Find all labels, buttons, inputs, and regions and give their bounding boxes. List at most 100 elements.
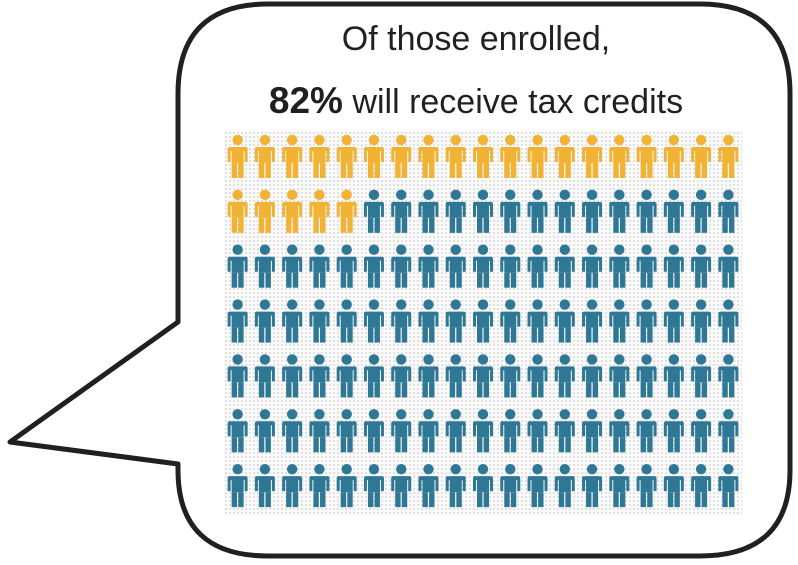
person-icon	[609, 299, 630, 343]
person-icon	[554, 409, 575, 453]
person-icon	[500, 354, 521, 398]
person-icon	[254, 244, 275, 288]
headline-line-1: Of those enrolled,	[341, 20, 611, 58]
person-icon	[363, 244, 384, 288]
person-icon	[663, 134, 684, 178]
person-icon	[391, 409, 412, 453]
person-icon	[227, 463, 248, 508]
person-icon	[663, 189, 684, 233]
person-icon	[663, 354, 684, 398]
person-icon	[691, 409, 712, 453]
person-icon	[582, 244, 603, 288]
person-icon	[527, 134, 548, 178]
person-icon	[309, 134, 330, 178]
person-icon	[445, 299, 466, 343]
person-icon	[636, 189, 657, 233]
person-icon	[445, 354, 466, 398]
person-icon	[282, 299, 303, 343]
person-icon	[718, 463, 739, 508]
person-icon	[418, 244, 439, 288]
person-icon	[309, 354, 330, 398]
person-icon	[445, 463, 466, 508]
person-icon	[254, 463, 275, 508]
person-icon	[500, 409, 521, 453]
person-icon	[663, 409, 684, 453]
headline-rest: will receive tax credits	[342, 83, 684, 121]
person-icon	[473, 299, 493, 343]
person-icon	[363, 299, 384, 343]
person-icon	[445, 244, 466, 288]
person-icon	[582, 354, 603, 398]
person-icon	[718, 134, 739, 178]
person-icon	[336, 463, 357, 508]
person-icon	[527, 409, 548, 453]
person-icon	[527, 463, 548, 508]
person-icon	[554, 299, 575, 343]
person-icon	[691, 299, 712, 343]
person-icon	[718, 189, 739, 233]
person-icon	[718, 299, 739, 343]
person-icon	[336, 244, 357, 288]
headline-percent: 82%	[268, 80, 343, 121]
person-icon	[527, 354, 548, 398]
person-icon	[363, 134, 384, 178]
person-icon	[554, 463, 575, 508]
person-icon	[282, 409, 303, 453]
person-icon	[554, 354, 575, 398]
person-icon	[445, 409, 466, 453]
person-icon	[636, 409, 657, 453]
person-icon	[254, 299, 275, 343]
person-icon	[309, 299, 330, 343]
person-icon	[609, 354, 630, 398]
person-icon	[391, 463, 412, 508]
person-icon	[227, 299, 248, 343]
person-icon	[718, 244, 739, 288]
person-icon	[418, 354, 439, 398]
person-icon	[609, 189, 630, 233]
person-icon	[582, 463, 603, 508]
person-icon	[554, 189, 575, 233]
person-icon	[254, 134, 275, 178]
person-icon	[445, 189, 466, 233]
pictogram-svg	[227, 134, 739, 508]
person-icon	[500, 244, 521, 288]
person-icon	[282, 134, 303, 178]
person-icon	[418, 409, 439, 453]
person-icon	[636, 244, 657, 288]
person-icon	[309, 463, 330, 508]
person-icon	[582, 134, 603, 178]
person-icon	[227, 244, 248, 288]
person-icon	[391, 189, 412, 233]
person-icon	[227, 409, 248, 453]
person-icon	[500, 134, 521, 178]
person-icon	[663, 299, 684, 343]
person-icon	[609, 409, 630, 453]
person-icon	[609, 244, 630, 288]
person-icon	[336, 354, 357, 398]
person-icon	[527, 244, 548, 288]
person-icon	[227, 354, 248, 398]
person-icon	[363, 354, 384, 398]
person-icon	[582, 409, 603, 453]
person-icon	[473, 244, 493, 288]
person-icon	[254, 189, 275, 233]
person-icon	[636, 354, 657, 398]
person-icon	[336, 409, 357, 453]
person-icon	[691, 189, 712, 233]
person-icon	[309, 244, 330, 288]
person-icon	[500, 189, 521, 233]
person-icon	[418, 463, 439, 508]
person-icon	[336, 189, 357, 233]
person-icon	[473, 354, 493, 398]
person-icon	[309, 189, 330, 233]
person-icon	[282, 463, 303, 508]
person-icon	[582, 299, 603, 343]
person-icon	[636, 463, 657, 508]
person-icon	[391, 299, 412, 343]
person-icon	[391, 134, 412, 178]
person-icon	[691, 463, 712, 508]
person-icon	[609, 463, 630, 508]
person-icon	[473, 189, 493, 233]
person-icon	[609, 134, 630, 178]
person-icon	[473, 409, 493, 453]
